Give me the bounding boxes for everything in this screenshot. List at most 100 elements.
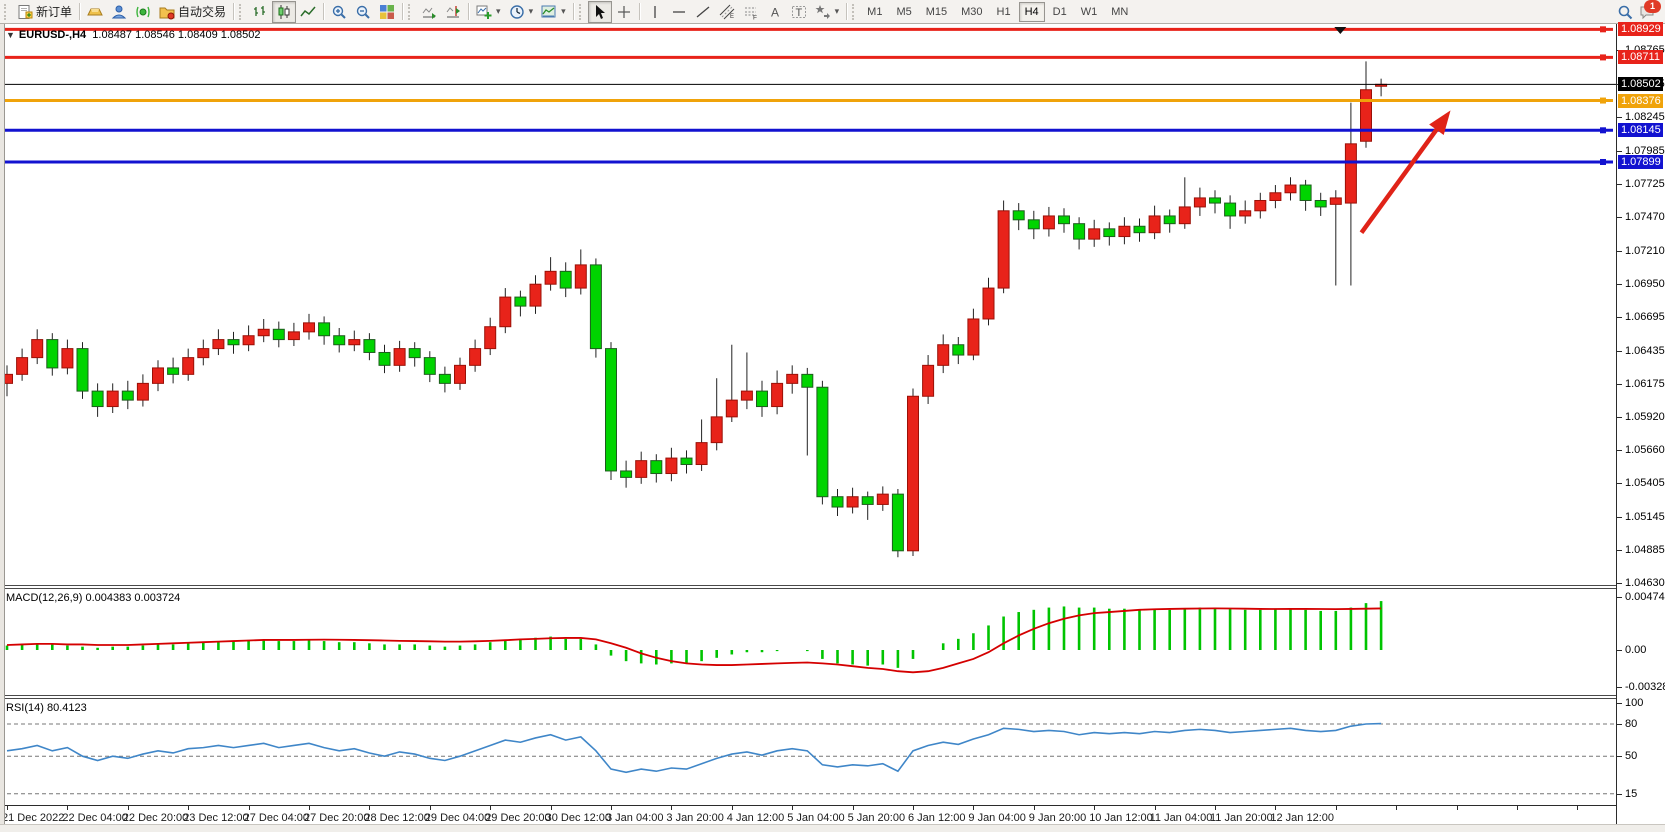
candle-body bbox=[786, 373, 799, 384]
gold-button[interactable] bbox=[83, 1, 107, 23]
collapse-panel-icon[interactable]: ▼ bbox=[6, 30, 15, 40]
zoom-in-button[interactable] bbox=[327, 1, 351, 23]
rsi-tick-label: 50 bbox=[1625, 750, 1638, 763]
candle-body bbox=[544, 270, 557, 285]
periods-button[interactable]: ▾ bbox=[505, 1, 538, 23]
search-icon[interactable] bbox=[1617, 4, 1633, 20]
tile-windows-button[interactable] bbox=[375, 1, 399, 23]
vertical-line-button[interactable] bbox=[643, 1, 667, 23]
toolbar-grip[interactable] bbox=[239, 3, 246, 20]
axis-tick-mark bbox=[1617, 284, 1622, 286]
timeframe-h4-button[interactable]: H4 bbox=[1018, 1, 1045, 22]
horizontal-line-button[interactable] bbox=[667, 1, 691, 23]
shapes-button[interactable]: ▾ bbox=[811, 1, 844, 23]
zoom-out-icon bbox=[356, 5, 370, 19]
pane-splitter[interactable] bbox=[0, 585, 1617, 589]
crosshair-button[interactable] bbox=[612, 1, 636, 23]
timeframe-w1-button[interactable]: W1 bbox=[1080, 5, 1098, 18]
timeframe-m5-button[interactable]: M5 bbox=[896, 5, 912, 18]
price-line-badge: 1.07899 bbox=[1618, 154, 1663, 169]
rsi-canvas[interactable] bbox=[0, 699, 1616, 805]
text-label-button[interactable]: T bbox=[787, 1, 811, 23]
candle-body bbox=[605, 348, 617, 472]
toolbar-grip[interactable] bbox=[852, 3, 859, 20]
candle-body bbox=[620, 470, 633, 478]
timeframe-m1-button[interactable]: M1 bbox=[867, 5, 883, 18]
svg-text:T: T bbox=[795, 7, 802, 19]
candle-body bbox=[1269, 192, 1282, 201]
tile-windows-icon bbox=[380, 4, 395, 19]
candle-body bbox=[589, 264, 602, 350]
candle-body bbox=[695, 442, 708, 466]
candle-body bbox=[167, 367, 180, 375]
line-chart-button[interactable] bbox=[296, 1, 320, 23]
candle-body bbox=[982, 287, 995, 320]
trendline-button[interactable] bbox=[691, 1, 715, 23]
toolbar-grip[interactable] bbox=[578, 3, 586, 20]
svg-text:A: A bbox=[771, 5, 779, 19]
auto-scroll-button[interactable] bbox=[417, 1, 441, 23]
time-tick-mark bbox=[1456, 806, 1458, 810]
toolbar-grip[interactable] bbox=[4, 3, 11, 20]
price-tick-label: 1.04630 bbox=[1625, 577, 1665, 589]
candle-body bbox=[1284, 184, 1297, 194]
candle-body bbox=[227, 339, 240, 346]
chat-button[interactable]: 1 bbox=[1639, 0, 1661, 20]
rsi-value: 80.4123 bbox=[46, 702, 87, 714]
candle-body bbox=[1042, 215, 1055, 230]
candlestick-chart-button[interactable] bbox=[272, 0, 297, 23]
fibonacci-button[interactable]: F bbox=[739, 1, 763, 23]
time-tick-label: 5 Jan 20:00 bbox=[847, 812, 906, 824]
time-tick-label: 11 Jan 20:00 bbox=[1210, 812, 1273, 824]
zoom-out-button[interactable] bbox=[351, 1, 375, 23]
hline-handle bbox=[1600, 26, 1606, 33]
object-anchor-marker bbox=[1334, 27, 1347, 34]
pane-splitter[interactable] bbox=[0, 695, 1617, 699]
axis-tick-mark bbox=[1617, 184, 1622, 186]
candle-body bbox=[1133, 225, 1146, 234]
candle-body bbox=[272, 328, 285, 341]
dropdown-caret-icon: ▾ bbox=[496, 6, 501, 16]
time-tick-label: 12 Jan 12:00 bbox=[1270, 812, 1335, 824]
hline-handle bbox=[1600, 127, 1606, 134]
macd-canvas[interactable] bbox=[0, 589, 1616, 695]
main-chart-pane: ▼ EURUSD-,H4 1.08487 1.08546 1.08409 1.08… bbox=[0, 25, 1665, 586]
svg-text:E: E bbox=[730, 14, 734, 20]
time-tick-label: 23 Dec 12:00 bbox=[183, 812, 249, 824]
candle-body bbox=[242, 335, 255, 346]
time-tick-mark bbox=[1154, 806, 1156, 810]
axis-tick-mark bbox=[1617, 384, 1622, 386]
toolbar-grip[interactable] bbox=[408, 3, 415, 20]
price-axis-column[interactable]: 1.087651.085051.082451.079851.077251.074… bbox=[1617, 22, 1665, 824]
text-button[interactable]: A bbox=[763, 1, 787, 23]
bar-chart-button[interactable] bbox=[248, 1, 272, 23]
time-tick-label: 6 Jan 12:00 bbox=[908, 812, 966, 824]
price-chart-canvas[interactable] bbox=[0, 25, 1616, 586]
equidistant-channel-button[interactable]: E bbox=[715, 1, 739, 23]
cursor-button[interactable] bbox=[587, 0, 612, 23]
price-tick-label: 1.04885 bbox=[1625, 544, 1665, 557]
trend-arrow-head bbox=[1429, 110, 1451, 136]
templates-button[interactable]: ▾ bbox=[537, 1, 570, 23]
gold-ingot-icon bbox=[87, 8, 103, 15]
timeframe-h1-button[interactable]: H1 bbox=[996, 5, 1011, 18]
timeframe-mn-button[interactable]: MN bbox=[1111, 5, 1129, 18]
candle-body bbox=[408, 348, 421, 359]
candle-body bbox=[1088, 228, 1101, 240]
macd-values: 0.004383 0.003724 bbox=[85, 592, 181, 604]
new-chart-button[interactable]: ▾ bbox=[472, 1, 505, 23]
macd-name: MACD(12,26,9) bbox=[6, 592, 83, 604]
axis-tick-mark bbox=[1617, 317, 1622, 319]
time-axis[interactable]: 21 Dec 2022 22 Dec 04:00 22 Dec 20:00 23 De… bbox=[0, 805, 1617, 824]
timeframe-m30-button[interactable]: M30 bbox=[961, 5, 983, 18]
chart-shift-button[interactable] bbox=[441, 1, 465, 23]
signal-button[interactable] bbox=[131, 1, 155, 23]
time-tick-mark bbox=[611, 806, 612, 810]
timeframe-m15-button[interactable]: M15 bbox=[925, 5, 948, 18]
timeframe-d1-button[interactable]: D1 bbox=[1052, 5, 1067, 18]
new-order-button[interactable]: 新订单 bbox=[13, 1, 76, 23]
trader-button[interactable] bbox=[107, 1, 131, 23]
zoom-in-icon bbox=[332, 5, 346, 19]
auto-trading-button[interactable]: 自动交易 bbox=[155, 1, 230, 23]
separator bbox=[572, 3, 574, 20]
